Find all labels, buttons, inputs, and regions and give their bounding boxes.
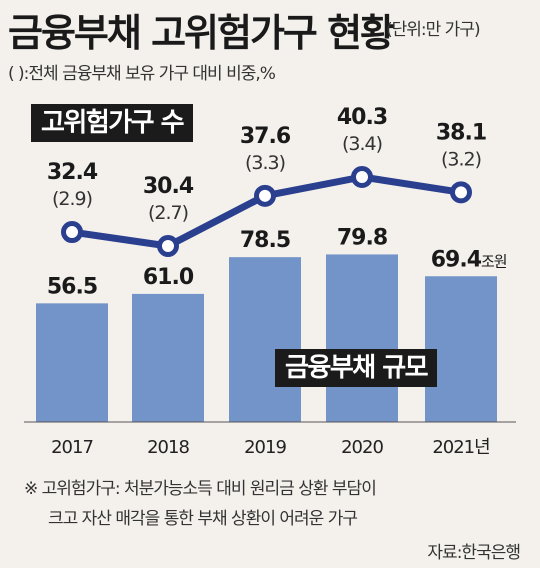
line-point [157, 235, 179, 257]
source-note: 자료:한국은행 [427, 543, 521, 563]
line-point [351, 166, 373, 188]
unit-note: (단위:만 가구) [386, 20, 481, 40]
x-tick-label: 2017 [51, 437, 93, 458]
line-value-label: 40.3 [337, 105, 387, 130]
line-point [61, 221, 83, 244]
bar-value-label: 56.5 [47, 274, 97, 299]
x-tick-label: 2020 [341, 437, 383, 458]
footnote-line-2: 크고 자산 매각을 통한 부채 상환이 어려운 가구 [48, 509, 358, 529]
bar-2019 [229, 257, 301, 422]
x-tick-label: 2021년 [432, 437, 489, 458]
subtitle: ( ):전체 금융부채 보유 가구 대비 비중,% [8, 64, 276, 84]
footnote-line-1: ※ 고위험가구: 처분가능소득 대비 원리금 상환 부담이 [24, 479, 377, 499]
footnote: ※ 고위험가구: 처분가능소득 대비 원리금 상환 부담이 크고 자산 매각을 … [24, 474, 377, 534]
bar-2017 [36, 303, 108, 422]
line-value-label: 37.6 [240, 124, 291, 149]
line-value-label: 30.4 [143, 174, 194, 199]
line-share-label: (3.3) [245, 152, 285, 174]
bar-series-label: 금융부채 규모 [275, 349, 438, 387]
line-series-label: 고위험가구 수 [31, 104, 194, 142]
line-share-label: (3.2) [441, 148, 481, 170]
x-tick-label: 2018 [147, 437, 189, 458]
chart-title: 금융부채 고위험가구 현황 [8, 11, 395, 55]
line-share-label: (3.4) [342, 133, 382, 155]
line-point [450, 181, 472, 204]
line-share-label: (2.9) [52, 188, 92, 210]
bar-2020 [326, 254, 398, 422]
bar-2018 [132, 293, 204, 422]
line-share-label: (2.7) [148, 202, 188, 224]
line-value-label: 32.4 [47, 160, 98, 185]
bar-value-label: 61.0 [143, 265, 194, 290]
bar-unit-label: 조원 [481, 252, 507, 270]
line-value-label: 38.1 [436, 120, 486, 145]
bar-value-label: 79.8 [337, 225, 387, 250]
line-point [254, 184, 276, 207]
bar-value-label: 69.4 [431, 247, 482, 272]
x-tick-label: 2019 [244, 437, 286, 458]
bar-value-label: 78.5 [240, 228, 290, 253]
